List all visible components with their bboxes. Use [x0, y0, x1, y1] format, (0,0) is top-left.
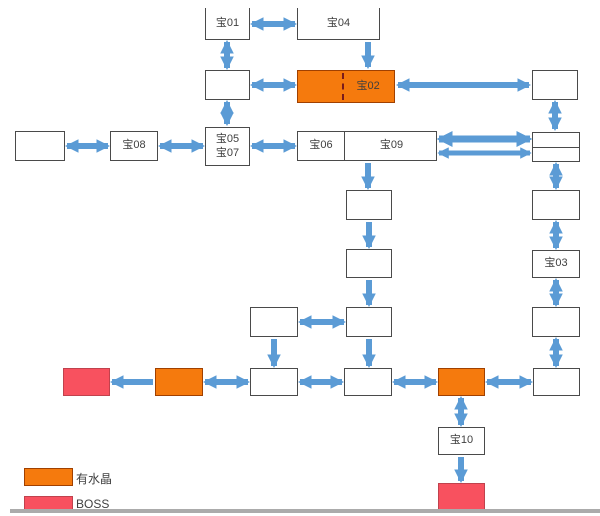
node-room-c [15, 131, 65, 161]
node-boss-west [63, 368, 110, 396]
node-room-d [532, 132, 580, 162]
node-bao01: 宝01 [205, 8, 250, 40]
node-room-k [533, 368, 580, 396]
node-room-f [346, 249, 392, 278]
node-room-h [250, 307, 298, 337]
node-room-m [532, 307, 580, 337]
node-label: 宝08 [122, 139, 146, 152]
node-bao02: 宝02 [297, 70, 395, 103]
node-label: 宝03 [544, 257, 568, 270]
node-horizontal-divider [533, 147, 579, 148]
legend-crystal-label: 有水晶 [76, 472, 113, 486]
node-room-b [532, 70, 578, 100]
node-room-i [250, 368, 298, 396]
node-crystal-west [155, 368, 203, 396]
node-room-a [205, 70, 250, 100]
node-room-j [344, 368, 392, 396]
node-bao08: 宝08 [110, 131, 158, 161]
cell-宝09: 宝09 [344, 132, 438, 160]
node-bao06-09: 宝06 宝09 [297, 131, 437, 161]
dash-dot-divider [342, 73, 344, 100]
crystal-swatch [24, 468, 73, 486]
node-bao10: 宝10 [438, 427, 485, 455]
node-label: 宝04 [326, 16, 351, 29]
cell-宝06: 宝06 [309, 139, 333, 152]
node-room-g [346, 307, 392, 337]
node-boss-south [438, 483, 485, 512]
node-room-e [346, 190, 392, 220]
node-bao04: 宝04 [297, 8, 380, 40]
node-label: 宝10 [449, 434, 474, 447]
node-label: 宝01 [215, 16, 240, 29]
node-bao05-07: 宝05 宝07 [205, 127, 250, 166]
node-bao03: 宝03 [532, 250, 580, 278]
bottom-baseline [10, 509, 600, 513]
legend-boss-label: BOSS [76, 497, 110, 511]
node-label: 宝07 [215, 146, 240, 159]
node-room-l [532, 190, 580, 220]
node-label: 宝02 [356, 79, 380, 92]
node-crystal-east [438, 368, 485, 396]
node-label: 宝05 [215, 132, 240, 145]
